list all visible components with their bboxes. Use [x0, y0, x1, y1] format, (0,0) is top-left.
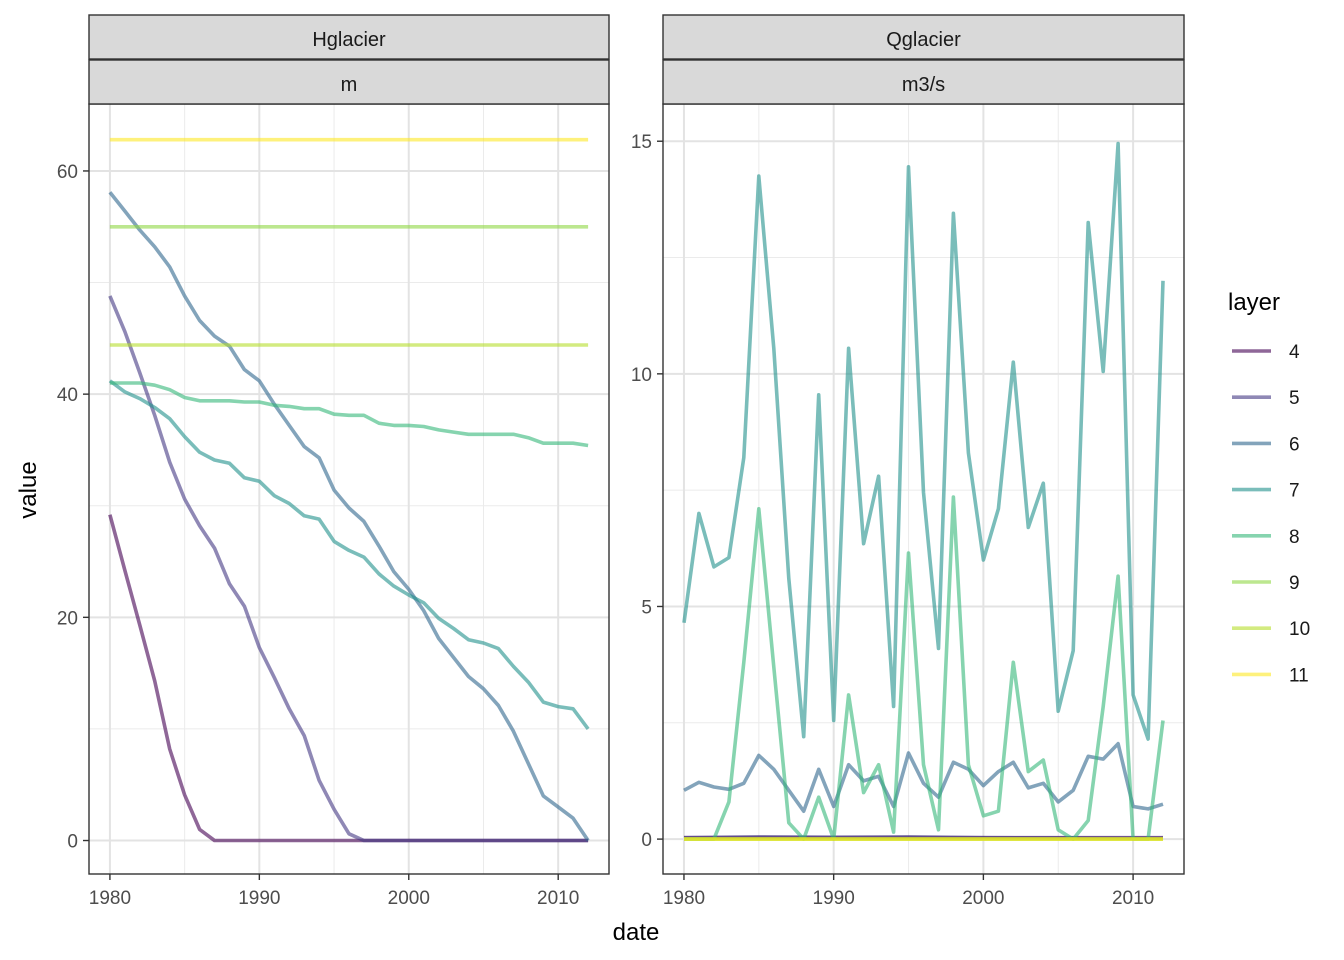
legend-label-layer-9: 9	[1289, 573, 1300, 594]
x-tick-label: 1990	[238, 888, 280, 909]
legend-label-layer-4: 4	[1289, 342, 1300, 363]
series-line-layer-8	[109, 381, 589, 448]
y-axis-title: value	[15, 461, 42, 518]
panel-background	[89, 104, 609, 874]
x-tick-label: 2000	[388, 888, 430, 909]
series-line-layer-4	[108, 514, 589, 843]
strip-bottom-label: m	[341, 74, 358, 96]
y-tick-label: 15	[631, 132, 652, 153]
legend-items: 4 5 6 7 8 9 10 11	[1232, 342, 1310, 686]
y-tick-label: 0	[67, 832, 78, 853]
legend-label-layer-11: 11	[1289, 665, 1309, 686]
legend-label-layer-5: 5	[1289, 388, 1300, 409]
y-tick-label: 0	[641, 830, 652, 851]
series-line-layer-7	[108, 379, 590, 730]
y-tick-label: 20	[57, 608, 78, 629]
x-tick-label: 1980	[663, 888, 705, 909]
legend: layer 4 5 6 7 8 9 10 11	[1228, 289, 1310, 686]
x-tick-label: 1980	[89, 888, 131, 909]
strip-top-label: Hglacier	[312, 29, 386, 51]
legend-title: layer	[1228, 289, 1280, 316]
legend-label-layer-10: 10	[1289, 619, 1310, 640]
x-tick-label: 2010	[1112, 888, 1154, 909]
facet-panels: Hglacier m 1980 1990 2000 2010 0 20 40 60 Qglacier…	[57, 14, 1185, 909]
facet-panel-2: Qglacier m3/s 1980 1990 2000 2010 0 5 10 15	[631, 14, 1185, 909]
strip-top-label: Qglacier	[886, 29, 961, 51]
series-line-layer-8	[684, 495, 1165, 841]
x-tick-label: 2010	[537, 888, 579, 909]
strip-bottom-label: m3/s	[902, 74, 945, 96]
strip-bottom-box	[662, 59, 1185, 105]
legend-label-layer-8: 8	[1289, 527, 1300, 548]
x-tick-label: 1990	[813, 888, 855, 909]
series-line-layer-7	[682, 141, 1165, 741]
facet-panel-1: Hglacier m 1980 1990 2000 2010 0 20 40 60	[57, 14, 610, 909]
series-line-layer-6	[683, 741, 1164, 814]
y-tick-label: 60	[57, 162, 78, 183]
series-line-layer-6	[108, 191, 590, 842]
legend-label-layer-7: 7	[1289, 481, 1300, 502]
y-tick-label: 10	[631, 365, 652, 386]
y-tick-label: 40	[57, 385, 78, 406]
series-line-layer-5	[108, 295, 589, 843]
x-tick-label: 2000	[962, 888, 1004, 909]
strip-top-box	[662, 14, 1185, 60]
legend-label-layer-6: 6	[1289, 434, 1300, 455]
y-tick-label: 5	[641, 597, 652, 618]
strip-bottom-box	[88, 59, 610, 105]
x-axis-title: date	[613, 919, 660, 946]
strip-top-box	[88, 14, 610, 60]
